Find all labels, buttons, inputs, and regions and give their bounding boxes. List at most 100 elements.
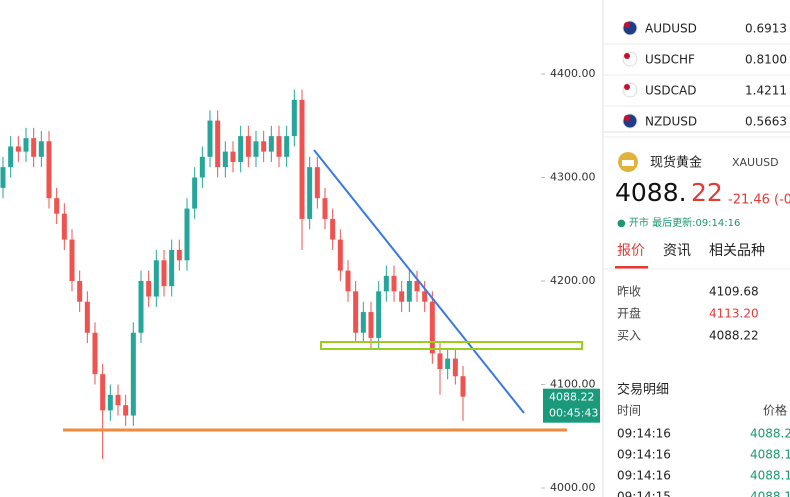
trade-time: 09:14:15 bbox=[617, 490, 671, 497]
candle-body bbox=[437, 353, 443, 369]
trades-title: 交易明细 bbox=[617, 382, 669, 398]
side-panel bbox=[603, 0, 790, 497]
quote-rows: 昨收 4109.68 开盘 4113.20 买入 4088.22 bbox=[617, 285, 759, 343]
flag-icon bbox=[624, 22, 630, 28]
price-tag-value: 4088.22 bbox=[549, 391, 595, 404]
candle-body bbox=[391, 275, 397, 292]
candle-body bbox=[31, 138, 37, 157]
candle-body bbox=[0, 167, 6, 188]
quote-value: 4113.20 bbox=[709, 307, 759, 321]
y-tick-label: 4300.00 bbox=[550, 171, 596, 184]
candle-body bbox=[245, 136, 251, 157]
price-dec: 22 bbox=[691, 178, 723, 207]
tab[interactable]: 资讯 bbox=[663, 243, 691, 259]
symbol-price: 0.8100 bbox=[745, 53, 787, 67]
candle-body bbox=[169, 249, 175, 287]
candle-body bbox=[399, 291, 405, 302]
candle-body bbox=[184, 208, 190, 261]
candle-body bbox=[345, 270, 351, 292]
symbol-price: 1.4211 bbox=[745, 84, 787, 98]
candle-body bbox=[207, 120, 213, 157]
candle-body bbox=[284, 136, 290, 157]
candle-body bbox=[261, 141, 267, 152]
symbol-price: 0.6913 bbox=[745, 22, 787, 36]
tab[interactable]: 相关品种 bbox=[709, 243, 765, 259]
price-tag: 4088.22 00:45:43 bbox=[543, 388, 600, 423]
y-tick-label: 4100.00 bbox=[550, 377, 596, 390]
candle-body bbox=[360, 312, 366, 333]
zone-box bbox=[320, 341, 583, 350]
candle-body bbox=[322, 198, 328, 219]
symbol[interactable]: NZDUSD bbox=[645, 115, 697, 129]
candle-body bbox=[153, 260, 159, 297]
col-price: 价格 bbox=[763, 403, 787, 418]
flag-icon bbox=[624, 115, 630, 121]
candle-body bbox=[253, 141, 259, 157]
trade-time: 09:14:16 bbox=[617, 448, 671, 462]
market-status: ● 开市 最后更新:09:14:16 bbox=[617, 216, 740, 229]
candle-body bbox=[77, 280, 83, 302]
candle-body bbox=[138, 280, 144, 333]
candle-body bbox=[46, 141, 52, 199]
candle-body bbox=[299, 99, 305, 219]
quote-value: 4109.68 bbox=[709, 285, 759, 299]
candle-body bbox=[337, 239, 343, 271]
candle-body bbox=[8, 146, 14, 168]
y-tick-label: 4000.00 bbox=[550, 481, 596, 494]
trend-line bbox=[313, 149, 525, 414]
candle-body bbox=[23, 138, 29, 152]
trade-price: 4088.1 bbox=[750, 490, 790, 497]
candle-body bbox=[353, 291, 359, 333]
candle-body bbox=[230, 151, 236, 162]
flag-icon bbox=[624, 84, 630, 90]
trade-price: 4088.1 bbox=[750, 448, 790, 462]
candle-body bbox=[54, 198, 60, 214]
candle-body bbox=[452, 358, 458, 377]
candle-body bbox=[199, 156, 205, 178]
watchlist: AUDUSD 0.6913 USDCHF 0.8100 USDCAD 1.4211 NZDU… bbox=[603, 20, 790, 138]
candle-body bbox=[115, 394, 121, 406]
price-change: -21.46 (-0 bbox=[728, 193, 790, 208]
candle-body bbox=[414, 280, 420, 292]
tab[interactable]: 报价 bbox=[617, 243, 645, 259]
price-tag-countdown: 00:45:43 bbox=[549, 407, 598, 420]
candle-body bbox=[107, 394, 113, 411]
gold-bar bbox=[622, 160, 634, 166]
candle-body bbox=[146, 280, 152, 297]
candle-body bbox=[291, 99, 297, 137]
candle-body bbox=[368, 312, 374, 338]
symbol[interactable]: USDCHF bbox=[645, 53, 695, 67]
symbol[interactable]: USDCAD bbox=[645, 84, 696, 98]
quote-label: 买入 bbox=[617, 329, 641, 343]
symbol[interactable]: AUDUSD bbox=[645, 22, 697, 36]
candle-body bbox=[445, 358, 451, 369]
candle-body bbox=[176, 249, 182, 261]
candle-body bbox=[192, 177, 198, 209]
candle-body bbox=[222, 151, 228, 168]
y-tick-label: 4400.00 bbox=[550, 67, 596, 80]
quote-name: 现货黄金 bbox=[650, 155, 702, 171]
candle-body bbox=[376, 291, 382, 338]
candle-body bbox=[123, 405, 129, 416]
candle-body bbox=[307, 167, 313, 219]
col-time: 时间 bbox=[617, 404, 641, 418]
flag-icon bbox=[624, 53, 630, 59]
candle-body bbox=[130, 332, 136, 416]
candle-body bbox=[268, 136, 274, 152]
trade-price: 4088.1 bbox=[750, 469, 790, 483]
candle-body bbox=[84, 301, 90, 333]
quote-code: XAUUSD bbox=[732, 156, 779, 169]
candle-body bbox=[15, 146, 21, 152]
candle-body bbox=[422, 291, 428, 302]
candle-body bbox=[406, 280, 412, 302]
candle-body bbox=[161, 260, 167, 287]
symbol-price: 0.5663 bbox=[745, 115, 787, 129]
trade-rows: 09:14:16 4088.2 09:14:16 4088.1 09:14:16 4088… bbox=[617, 427, 790, 497]
candle-body bbox=[330, 218, 336, 240]
candle-body bbox=[429, 301, 435, 354]
price-tag-box bbox=[543, 388, 600, 423]
y-tick-label: 4200.00 bbox=[550, 274, 596, 287]
candle-body bbox=[460, 376, 466, 397]
quote-value: 4088.22 bbox=[709, 329, 759, 343]
